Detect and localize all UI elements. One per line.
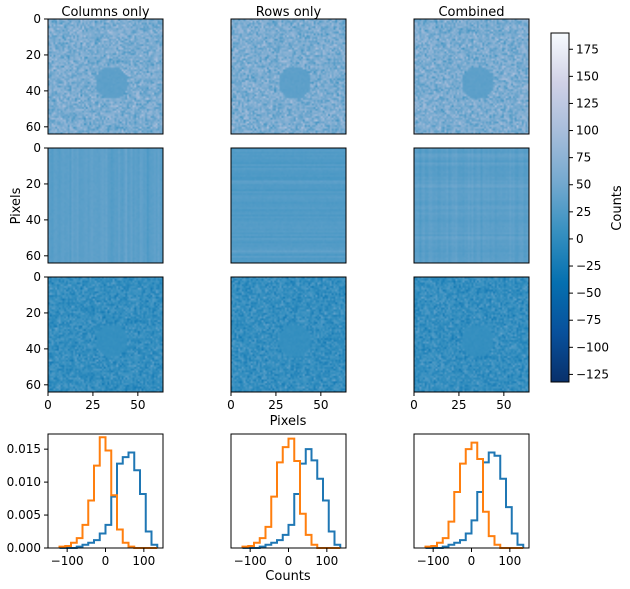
hist-x-tick-label: 100 [498, 554, 521, 568]
image-panel-corrected-1 [47, 276, 164, 393]
image-frame [47, 147, 164, 264]
colorbar-label: Counts [610, 185, 625, 231]
histogram-series-before [425, 451, 525, 549]
x-tick-label: 50 [496, 398, 511, 412]
image-panel-raw-2 [230, 18, 347, 135]
image-data [48, 277, 163, 392]
histogram-series-after [241, 437, 341, 549]
image-data [414, 148, 529, 263]
x-tick-label: 0 [410, 398, 418, 412]
colorbar-tick-label: 175 [576, 42, 599, 56]
histogram-panel-2: −100 0 100 [230, 433, 347, 568]
image-data [48, 19, 163, 134]
colorbar-tick-label: −125 [576, 367, 609, 381]
image-frame [47, 18, 164, 135]
hist-x-tick-label: −100 [51, 554, 84, 568]
x-tick-label: 0 [227, 398, 235, 412]
hist-x-tick-label: 0 [102, 554, 110, 568]
hist-x-tick-label: 100 [315, 554, 338, 568]
y-tick-label: 20 [26, 177, 41, 191]
colorbar-tick-label: −50 [576, 286, 601, 300]
column-title: Columns only [61, 5, 149, 20]
histogram-panel-1: −100 0 100 [47, 433, 164, 568]
histogram-series-after [58, 436, 158, 549]
y-tick-label: 20 [26, 306, 41, 320]
column-title: Rows only [256, 5, 322, 20]
image-frame [230, 276, 347, 393]
image-frame [230, 18, 347, 135]
colorbar-tick-label: 150 [576, 69, 599, 83]
colorbar-tick-label: 125 [576, 96, 599, 110]
hist-x-tick-label: 100 [132, 554, 155, 568]
histogram-series-after [424, 441, 524, 549]
y-tick-label: 60 [26, 378, 41, 392]
image-y-axis-label: Pixels [9, 187, 24, 224]
x-tick-label: 25 [85, 398, 100, 412]
image-data [414, 277, 529, 392]
colorbar-tick-label: 0 [576, 232, 584, 246]
image-frame [47, 276, 164, 393]
y-tick-label: 40 [26, 84, 41, 98]
colorbar-tick-label: 100 [576, 124, 599, 138]
histogram-series-before [59, 451, 159, 549]
x-tick-label: 50 [313, 398, 328, 412]
image-frame [230, 147, 347, 264]
colorbar-gradient [550, 32, 570, 383]
image-data [231, 148, 346, 263]
image-frame [413, 276, 530, 393]
y-tick-label: 60 [26, 120, 41, 134]
histogram-series-before [242, 448, 342, 549]
image-data [231, 277, 346, 392]
colorbar-tick-label: 25 [576, 205, 591, 219]
histogram-x-axis-label: Counts [265, 569, 311, 584]
y-tick-label: 40 [26, 213, 41, 227]
image-x-axis-label: Pixels [270, 414, 307, 429]
x-tick-label: 50 [130, 398, 145, 412]
hist-y-tick-label: 0.015 [7, 442, 41, 456]
column-title: Combined [438, 5, 504, 20]
y-tick-label: 0 [33, 12, 41, 26]
image-data [231, 19, 346, 134]
y-tick-label: 0 [33, 270, 41, 284]
image-panel-corrected-2 [230, 276, 347, 393]
image-frame [413, 18, 530, 135]
y-tick-label: 20 [26, 48, 41, 62]
image-panel-noise-model-3 [413, 147, 530, 264]
y-tick-label: 40 [26, 342, 41, 356]
colorbar-tick-label: −100 [576, 340, 609, 354]
image-panel-noise-model-2 [230, 147, 347, 264]
image-panel-raw-3 [413, 18, 530, 135]
hist-x-tick-label: 0 [285, 554, 293, 568]
colorbar-tick-label: 75 [576, 151, 591, 165]
hist-x-tick-label: 0 [468, 554, 476, 568]
colorbar-tick-label: 50 [576, 178, 591, 192]
x-tick-label: 0 [44, 398, 52, 412]
image-frame [413, 147, 530, 264]
colorbar: 175 150 125 100 75 50 25 0 −25 −50 −75 −100 −125 [550, 32, 609, 383]
colorbar-tick-label: −75 [576, 313, 601, 327]
image-data [414, 19, 529, 134]
x-tick-label: 25 [268, 398, 283, 412]
histogram-panel-3: −100 0 100 [413, 433, 530, 568]
hist-y-tick-label: 0.000 [7, 541, 41, 555]
y-tick-label: 60 [26, 249, 41, 263]
hist-y-tick-label: 0.010 [7, 475, 41, 489]
hist-x-tick-label: −100 [234, 554, 267, 568]
image-panel-noise-model-1 [47, 147, 164, 264]
image-panel-corrected-3 [413, 276, 530, 393]
y-tick-label: 0 [33, 141, 41, 155]
hist-y-tick-label: 0.005 [7, 508, 41, 522]
image-panel-raw-1 [47, 18, 164, 135]
image-data [48, 148, 163, 263]
hist-x-tick-label: −100 [417, 554, 450, 568]
x-tick-label: 25 [451, 398, 466, 412]
colorbar-tick-label: −25 [576, 259, 601, 273]
